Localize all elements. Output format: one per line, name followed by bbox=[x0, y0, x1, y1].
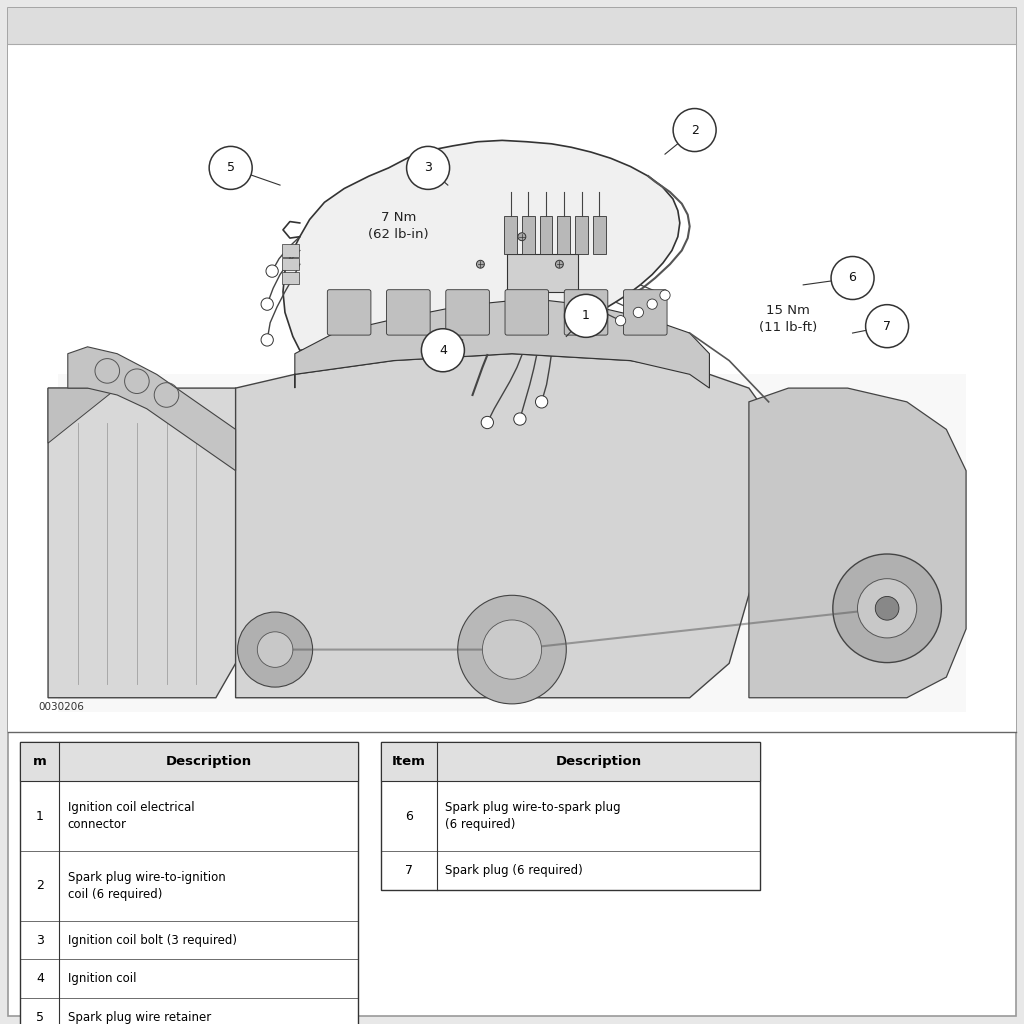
FancyBboxPatch shape bbox=[381, 742, 760, 781]
FancyBboxPatch shape bbox=[564, 290, 608, 335]
Polygon shape bbox=[48, 388, 117, 443]
Circle shape bbox=[261, 298, 273, 310]
Text: 5: 5 bbox=[226, 162, 234, 174]
FancyBboxPatch shape bbox=[593, 216, 606, 254]
FancyBboxPatch shape bbox=[282, 258, 299, 270]
Circle shape bbox=[555, 260, 563, 268]
Text: Spark plug wire-to-ignition
coil (6 required): Spark plug wire-to-ignition coil (6 requ… bbox=[68, 871, 225, 900]
FancyBboxPatch shape bbox=[504, 216, 517, 254]
Circle shape bbox=[407, 146, 450, 189]
Circle shape bbox=[647, 299, 657, 309]
FancyBboxPatch shape bbox=[328, 290, 371, 335]
FancyBboxPatch shape bbox=[8, 8, 1016, 1016]
Circle shape bbox=[659, 290, 670, 300]
Text: Spark plug wire-to-spark plug
(6 required): Spark plug wire-to-spark plug (6 require… bbox=[445, 802, 622, 830]
Circle shape bbox=[209, 146, 252, 189]
Text: Item: Item bbox=[392, 756, 426, 768]
Text: 7: 7 bbox=[406, 864, 413, 877]
Polygon shape bbox=[749, 388, 966, 697]
Text: Ignition coil: Ignition coil bbox=[68, 973, 136, 985]
FancyBboxPatch shape bbox=[387, 290, 430, 335]
Text: 6: 6 bbox=[849, 271, 856, 285]
FancyBboxPatch shape bbox=[282, 245, 299, 257]
FancyBboxPatch shape bbox=[575, 216, 588, 254]
Circle shape bbox=[615, 315, 626, 326]
Circle shape bbox=[536, 395, 548, 408]
Circle shape bbox=[564, 294, 607, 337]
FancyBboxPatch shape bbox=[8, 44, 1016, 732]
FancyBboxPatch shape bbox=[58, 375, 966, 712]
FancyBboxPatch shape bbox=[20, 742, 358, 781]
Text: Spark plug (6 required): Spark plug (6 required) bbox=[445, 864, 584, 877]
Text: 6: 6 bbox=[406, 810, 413, 822]
Circle shape bbox=[422, 329, 465, 372]
Circle shape bbox=[831, 256, 874, 299]
FancyBboxPatch shape bbox=[507, 254, 579, 292]
Polygon shape bbox=[283, 140, 680, 355]
FancyBboxPatch shape bbox=[505, 290, 549, 335]
Text: 4: 4 bbox=[439, 344, 446, 356]
Text: 4: 4 bbox=[36, 973, 44, 985]
Polygon shape bbox=[295, 299, 710, 388]
Circle shape bbox=[876, 596, 899, 621]
Text: 1: 1 bbox=[582, 309, 590, 323]
Circle shape bbox=[476, 260, 484, 268]
Text: 1: 1 bbox=[36, 810, 44, 822]
Circle shape bbox=[238, 612, 312, 687]
FancyBboxPatch shape bbox=[445, 290, 489, 335]
FancyBboxPatch shape bbox=[282, 271, 299, 284]
Polygon shape bbox=[48, 388, 275, 697]
Polygon shape bbox=[68, 347, 236, 471]
Circle shape bbox=[857, 579, 916, 638]
Text: Ignition coil bolt (3 required): Ignition coil bolt (3 required) bbox=[68, 934, 237, 946]
Text: m: m bbox=[33, 756, 47, 768]
Circle shape bbox=[865, 305, 908, 348]
Circle shape bbox=[673, 109, 716, 152]
Circle shape bbox=[482, 620, 542, 679]
Text: Ignition coil electrical
connector: Ignition coil electrical connector bbox=[68, 802, 195, 830]
Circle shape bbox=[261, 334, 273, 346]
Circle shape bbox=[481, 417, 494, 429]
Text: 15 Nm
(11 lb-ft): 15 Nm (11 lb-ft) bbox=[759, 304, 817, 334]
Text: 0030206: 0030206 bbox=[38, 701, 84, 712]
Circle shape bbox=[518, 232, 525, 241]
Polygon shape bbox=[236, 353, 769, 697]
Text: 3: 3 bbox=[424, 162, 432, 174]
Circle shape bbox=[514, 413, 526, 425]
Text: Description: Description bbox=[555, 756, 642, 768]
Text: 3: 3 bbox=[36, 934, 44, 946]
Text: 5: 5 bbox=[36, 1012, 44, 1024]
Circle shape bbox=[257, 632, 293, 668]
FancyBboxPatch shape bbox=[381, 742, 760, 890]
FancyBboxPatch shape bbox=[624, 290, 667, 335]
Text: 7 Nm
(62 lb-in): 7 Nm (62 lb-in) bbox=[369, 211, 429, 242]
FancyBboxPatch shape bbox=[522, 216, 535, 254]
FancyBboxPatch shape bbox=[8, 8, 1016, 44]
Text: 7: 7 bbox=[883, 319, 891, 333]
Text: Description: Description bbox=[166, 756, 252, 768]
Circle shape bbox=[633, 307, 643, 317]
Circle shape bbox=[458, 595, 566, 703]
Circle shape bbox=[833, 554, 941, 663]
FancyBboxPatch shape bbox=[557, 216, 570, 254]
Text: 2: 2 bbox=[690, 124, 698, 136]
FancyBboxPatch shape bbox=[540, 216, 553, 254]
Circle shape bbox=[266, 265, 279, 278]
FancyBboxPatch shape bbox=[20, 742, 358, 1024]
Text: Spark plug wire retainer: Spark plug wire retainer bbox=[68, 1012, 211, 1024]
Text: 2: 2 bbox=[36, 880, 44, 892]
